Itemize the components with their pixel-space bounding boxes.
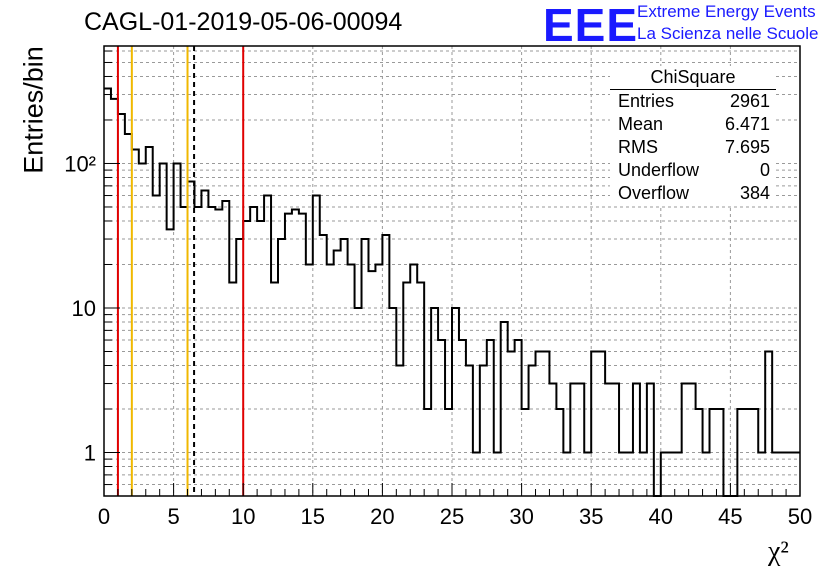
stats-value: 2961 [729,91,770,111]
x-axis: 0 5 10 15 20 25 30 35 40 45 50 [98,483,812,529]
x-tick-label: 20 [370,504,394,529]
x-tick-label: 0 [98,504,110,529]
stats-label: Underflow [618,160,700,180]
x-tick-label: 35 [579,504,603,529]
x-tick-label: 15 [301,504,325,529]
y-axis-label: Entries/bin [18,46,49,174]
y-tick-label: 10 [72,296,96,321]
stats-value: 7.695 [724,137,770,157]
y-tick-label: 10² [64,151,96,176]
logo-text-line1: Extreme Energy Events [637,2,816,21]
stats-label: Entries [618,91,675,111]
x-axis-label: χ² [768,536,789,567]
x-tick-label: 40 [649,504,673,529]
stats-row-overflow: Overflow 384 [610,182,776,205]
stats-value: 6.471 [724,114,770,134]
stats-row-mean: Mean 6.471 [610,113,776,136]
stats-row-underflow: Underflow 0 [610,159,776,182]
x-tick-label: 10 [231,504,255,529]
stats-box: ChiSquare Entries 2961 Mean 6.471 RMS 7.… [610,66,776,205]
x-tick-label: 25 [440,504,464,529]
eee-logo: EEE [543,0,639,51]
x-tick-label: 5 [167,504,179,529]
x-tick-label: 45 [718,504,742,529]
logo-text-line2: La Scienza nelle Scuole [637,24,819,43]
reference-lines [116,46,245,496]
stats-label: Mean [618,114,664,134]
stats-label: Overflow [618,183,690,203]
stats-value: 384 [739,183,770,203]
stats-value: 0 [759,160,770,180]
chart-title: CAGL-01-2019-05-06-00094 [84,8,403,36]
x-tick-label: 50 [788,504,812,529]
stats-row-rms: RMS 7.695 [610,136,776,159]
stats-label: RMS [618,137,658,157]
y-axis: 1 10 10² [64,50,120,497]
stats-row-entries: Entries 2961 [610,90,776,113]
stats-box-title: ChiSquare [610,66,776,90]
x-tick-label: 30 [509,504,533,529]
y-tick-label: 1 [84,440,96,465]
